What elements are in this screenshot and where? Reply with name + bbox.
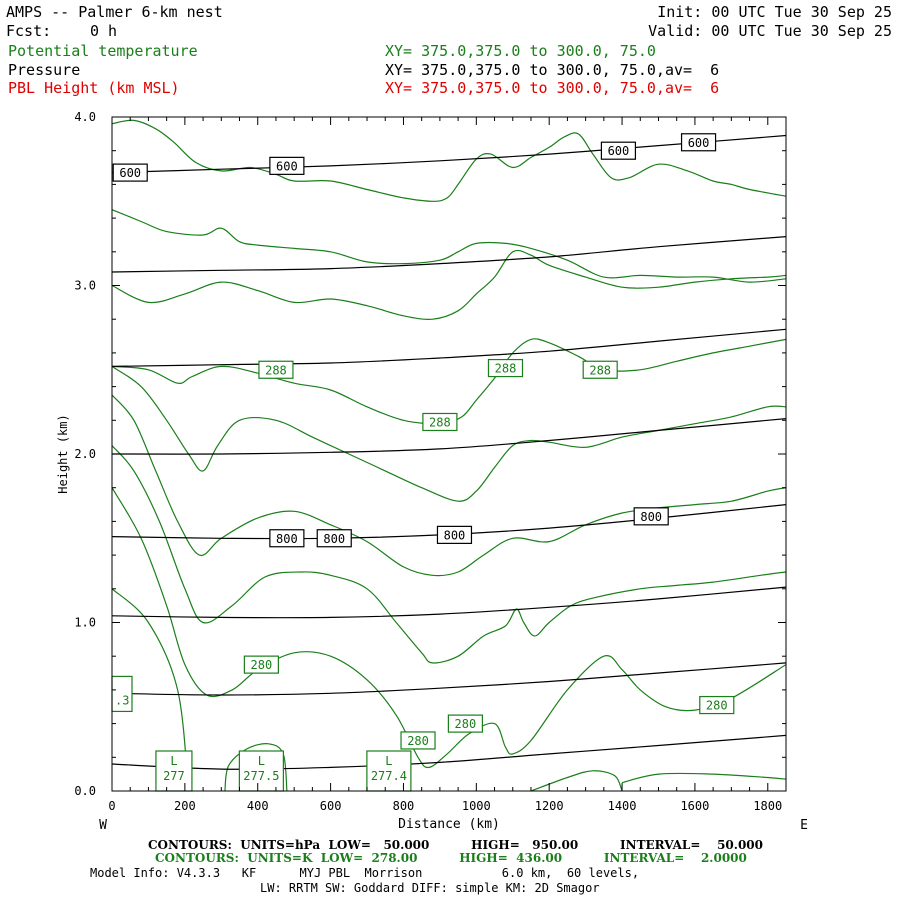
svg-text:600: 600 [119,166,141,180]
pressure-label: 600 [269,156,305,175]
pressure-label: 800 [633,507,669,526]
init-time: Init: 00 UTC Tue 30 Sep 25 [657,3,892,21]
svg-text:600: 600 [688,136,710,150]
x-tick-label: 0 [108,799,115,813]
plot-title: AMPS -- Palmer 6-km nest [6,3,223,21]
svg-text:288: 288 [589,363,611,377]
west-end-label: W [99,818,107,833]
model-info: Model Info: V4.3.3 KF MYJ PBL Morrison 6… [90,866,640,880]
svg-text:280: 280 [407,734,429,748]
pressure-contour-650 [112,236,786,273]
svg-text:800: 800 [444,528,466,542]
theta-contour-288 [112,338,786,425]
field-pressure-xy: XY= 375.0,375.0 to 300.0, 75.0,av= 6 [385,61,720,79]
theta-contour-284 [112,394,786,577]
svg-text:L: L [258,754,265,768]
pressure-contour-600 [112,134,786,174]
pressure-contour-info: CONTOURS: UNITS=hPa LOW= 50.000 HIGH= 95… [148,838,764,852]
theta-contour-info: CONTOURS: UNITS=K LOW= 278.00 HIGH= 436.… [155,851,747,865]
svg-text:.3: .3 [115,693,129,707]
theta-contour-290 [112,249,786,320]
pressure-label: 600 [600,141,637,160]
field-theta-xy: XY= 375.0,375.0 to 300.0, 75.0 [385,42,656,60]
theta-label: 280 [447,714,483,733]
x-tick-label: 1600 [680,799,709,813]
field-pbl-name: PBL Height (km MSL) [8,79,180,97]
theta-contour-layer [112,119,786,791]
pressure-label: 800 [316,529,352,548]
y-tick-label: 0.0 [74,784,96,798]
pressure-contour-950 [112,734,786,770]
svg-text:280: 280 [706,699,728,713]
field-pbl-xy: XY= 375.0,375.0 to 300.0, 75.0,av= 6 [385,79,720,97]
theta-label: 288 [582,360,618,379]
theta-label: 280 [400,731,436,750]
svg-text:600: 600 [276,159,298,173]
theta-contour-282 [112,445,786,664]
pressure-label: 600 [680,133,717,152]
pressure-contour-layer [112,134,786,770]
forecast-hour: 0 h [90,22,118,40]
svg-text:277.5: 277.5 [243,769,279,783]
theta-label: 280 [243,655,279,674]
svg-text:280: 280 [251,658,273,672]
y-tick-label: 3.0 [74,279,96,293]
theta-contour-286 [112,365,786,502]
x-tick-label: 1400 [608,799,637,813]
pressure-label: 800 [436,525,473,544]
svg-text:800: 800 [640,510,662,524]
svg-text:288: 288 [495,362,517,376]
pressure-label: 600 [112,163,148,182]
edge-theta-label: .3 [111,675,133,713]
y-tick-label: 1.0 [74,616,96,630]
pressure-contour-900 [112,662,786,696]
svg-text:800: 800 [323,532,345,546]
pressure-contour-750 [112,418,786,455]
pressure-label: 800 [269,529,305,548]
contour-label-layer: 600 600 600 600 800 800 800 800 288 288 288 288 280 2… [111,133,735,792]
x-axis-label: Distance (km) [398,817,500,832]
x-tick-label: 400 [247,799,269,813]
svg-text:L: L [170,754,177,768]
x-tick-label: 600 [320,799,342,813]
y-axis-label: Height (km) [56,414,70,493]
svg-text:277.4: 277.4 [371,769,407,783]
forecast-label: Fcst: [6,22,52,40]
y-tick-label: 2.0 [74,447,96,461]
pressure-contour-850 [112,586,786,619]
svg-text:800: 800 [276,532,298,546]
model-info-physics: LW: RRTM SW: Goddard DIFF: simple KM: 2D… [260,881,600,895]
theta-label: 288 [487,358,524,378]
field-pressure-name: Pressure [8,61,81,79]
theta-contour-292 [112,209,786,283]
axis-layer: 0 200 400 600 800 1000 1200 1400 1600 1800 0.0 1.0 2… [74,110,787,813]
svg-text:288: 288 [429,415,451,429]
pressure-contour-700 [112,328,786,367]
svg-text:L: L [385,754,392,768]
east-end-label: E [800,818,808,833]
theta-contour-278 [530,770,623,791]
svg-text:288: 288 [265,363,287,377]
svg-text:277: 277 [163,769,185,783]
theta-contour-280 [112,487,786,769]
theta-label: 288 [258,360,294,379]
x-tick-label: 800 [393,799,415,813]
x-tick-label: 1800 [753,799,782,813]
x-tick-label: 200 [174,799,196,813]
svg-text:600: 600 [608,144,630,158]
field-theta-name: Potential temperature [8,42,198,60]
valid-time: Valid: 00 UTC Tue 30 Sep 25 [648,22,892,40]
theta-label: 288 [422,412,458,432]
theta-label: 280 [699,695,735,715]
theta-contour-278 [621,772,786,784]
x-tick-label: 1200 [535,799,564,813]
svg-text:280: 280 [455,717,477,731]
x-tick-label: 1000 [462,799,491,813]
y-tick-label: 4.0 [74,110,96,124]
